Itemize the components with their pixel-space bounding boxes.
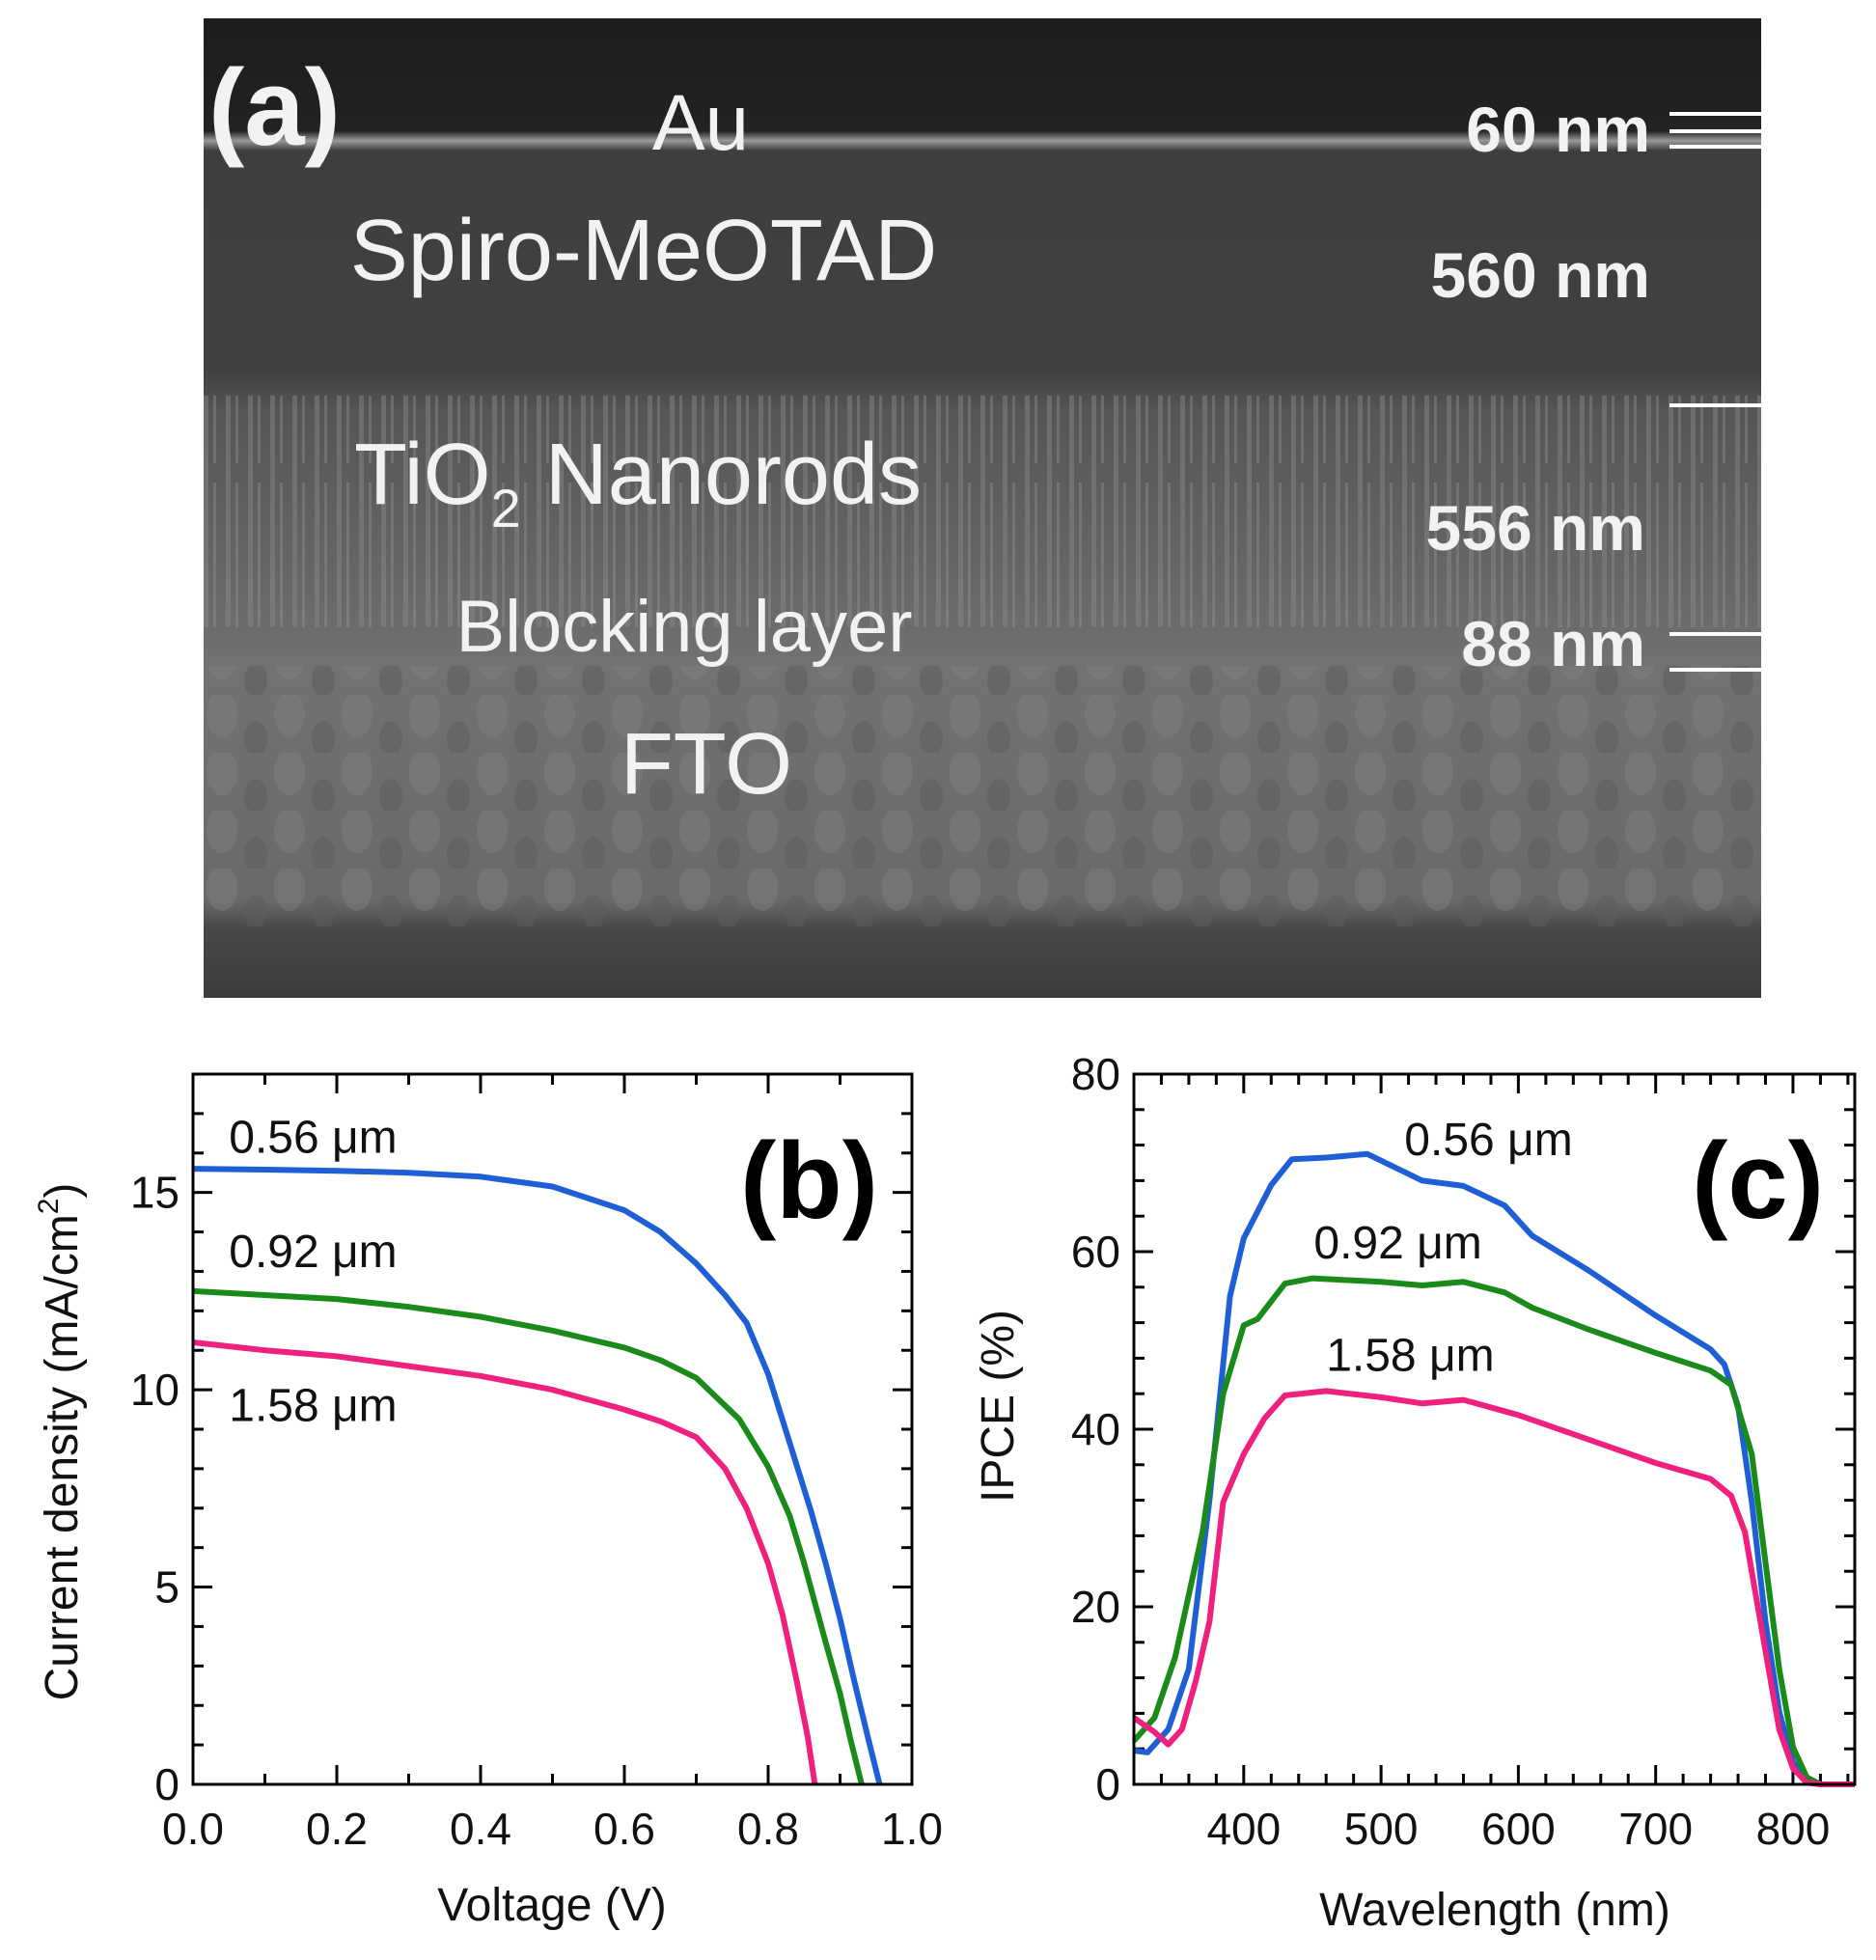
series-label: 0.56 μm xyxy=(229,1112,397,1163)
x-tick-label: 400 xyxy=(1206,1804,1281,1854)
panel-label-a: (a) xyxy=(208,47,341,168)
x-tick-label: 0.8 xyxy=(737,1804,799,1854)
series-line xyxy=(1132,1388,1855,1787)
series-line xyxy=(192,1166,883,1785)
y-tick-label: 5 xyxy=(154,1562,179,1613)
layer-label-spiro: Spiro-MeOTAD xyxy=(350,203,937,299)
x-tick-label: 800 xyxy=(1756,1804,1831,1854)
x-tick-label: 0.2 xyxy=(306,1804,368,1854)
layer-label-blocking: Blocking layer xyxy=(455,586,912,668)
y-tick-label: 80 xyxy=(1071,1049,1120,1099)
thickness-tio2: 556 nm xyxy=(1426,492,1645,564)
layer-label-au: Au xyxy=(652,79,749,167)
layer-label-tio2: TiO2 Nanorods xyxy=(354,427,922,538)
series-label: 1.58 μm xyxy=(229,1380,397,1431)
panel-label-b: (b) xyxy=(740,1120,878,1241)
fto-texture xyxy=(204,666,1761,926)
x-axis-title: Voltage (V) xyxy=(437,1880,666,1931)
x-tick-label: 1.0 xyxy=(881,1804,943,1854)
series-label: 0.92 μm xyxy=(1313,1218,1481,1269)
jv-chart: 0.0 0.2 0.4 0.6 0.8 1.0 0 5 10 15 0.56 μm 0.92 μm 1.… xyxy=(33,1072,943,1931)
y-tick-label: 0 xyxy=(1095,1759,1120,1809)
y-tick-label: 40 xyxy=(1071,1404,1120,1454)
y-tick-label: 15 xyxy=(130,1168,179,1218)
series-label: 0.92 μm xyxy=(229,1227,397,1278)
thickness-au: 60 nm xyxy=(1466,94,1650,165)
y-tick-label: 20 xyxy=(1071,1582,1120,1632)
series-line xyxy=(192,1287,865,1785)
panel-label-c: (c) xyxy=(1692,1120,1824,1241)
thickness-blocking: 88 nm xyxy=(1461,608,1645,679)
x-tick-label: 700 xyxy=(1618,1804,1693,1854)
sem-panel: (a) Au Spiro-MeOTAD TiO2 Nanorods Blocki… xyxy=(204,18,1761,998)
series-label: 0.56 μm xyxy=(1404,1115,1572,1166)
y-axis-title: IPCE (%) xyxy=(973,1310,1024,1503)
ipce-chart: 400 500 600 700 800 0 20 40 60 80 0.56 μm 0.92 μm 1.… xyxy=(973,1049,1857,1936)
x-tick-label: 0.4 xyxy=(450,1804,511,1854)
x-axis-title: Wavelength (nm) xyxy=(1319,1885,1670,1936)
thickness-markers xyxy=(1669,112,1761,672)
x-tick-label: 600 xyxy=(1481,1804,1556,1854)
nanorod-texture xyxy=(204,396,1761,627)
series-line xyxy=(1131,1275,1855,1787)
x-tick-label: 0.6 xyxy=(593,1804,655,1854)
y-tick-label: 60 xyxy=(1071,1227,1120,1277)
series-line xyxy=(192,1339,818,1785)
y-axis-title: Current density (mA/cm2) xyxy=(33,1183,88,1701)
series-label: 1.58 μm xyxy=(1326,1331,1494,1382)
x-tick-label: 500 xyxy=(1344,1804,1419,1854)
x-tick-label: 0.0 xyxy=(162,1804,224,1854)
thickness-spiro: 560 nm xyxy=(1431,239,1650,311)
y-tick-label: 0 xyxy=(154,1759,179,1809)
plot-frame xyxy=(1132,1072,1857,1786)
y-tick-label: 10 xyxy=(130,1365,179,1415)
layer-label-fto: FTO xyxy=(621,716,792,813)
plot-frame xyxy=(191,1072,914,1786)
series-line xyxy=(1133,1150,1855,1787)
